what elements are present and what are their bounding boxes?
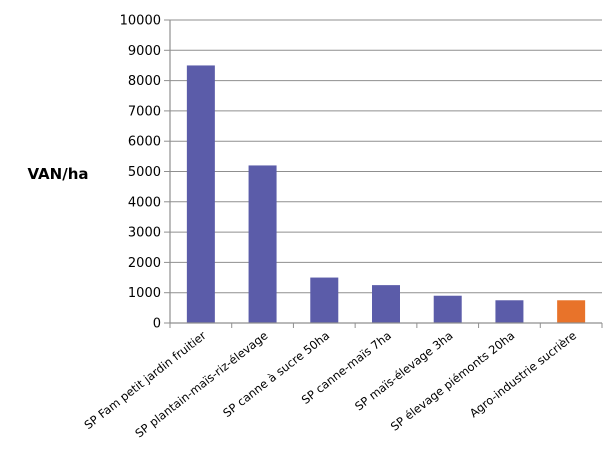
y-tick-label: 10000 xyxy=(120,14,161,29)
y-tick-label: 7000 xyxy=(128,104,161,119)
x-category-label: SP plantain-maïs-riz-élevage xyxy=(132,328,270,440)
bar xyxy=(495,300,524,323)
y-tick-label: 3000 xyxy=(128,226,161,241)
y-tick-label: 6000 xyxy=(128,135,161,150)
x-category-label: Agro-industrie sucrière xyxy=(467,328,579,420)
bar xyxy=(248,165,277,323)
x-category-label: SP Fam petit jardin fruitier xyxy=(81,328,208,432)
y-tick-label: 0 xyxy=(153,317,161,332)
bar xyxy=(310,277,339,323)
labels: 0 1000 2000 3000 4000 5000 6000 7000 8000 9000 100… xyxy=(81,14,579,441)
axes xyxy=(164,19,603,328)
x-category-label: SP canne à sucre 50ha xyxy=(220,328,332,420)
y-tick-label: 1000 xyxy=(128,286,161,301)
bar xyxy=(372,285,400,323)
bar xyxy=(186,65,215,323)
y-tick-label: 8000 xyxy=(128,74,161,89)
bar xyxy=(557,300,586,323)
y-axis-title: VAN/ha xyxy=(27,165,88,183)
gridlines xyxy=(170,19,602,294)
y-tick-label: 4000 xyxy=(128,195,161,210)
bar xyxy=(433,295,462,323)
y-tick-label: 9000 xyxy=(128,44,161,59)
x-category-label: SP élevage piémonts 20ha xyxy=(388,328,517,433)
bars xyxy=(186,65,586,323)
y-tick-label: 2000 xyxy=(128,256,161,271)
y-tick-label: 5000 xyxy=(128,165,161,180)
